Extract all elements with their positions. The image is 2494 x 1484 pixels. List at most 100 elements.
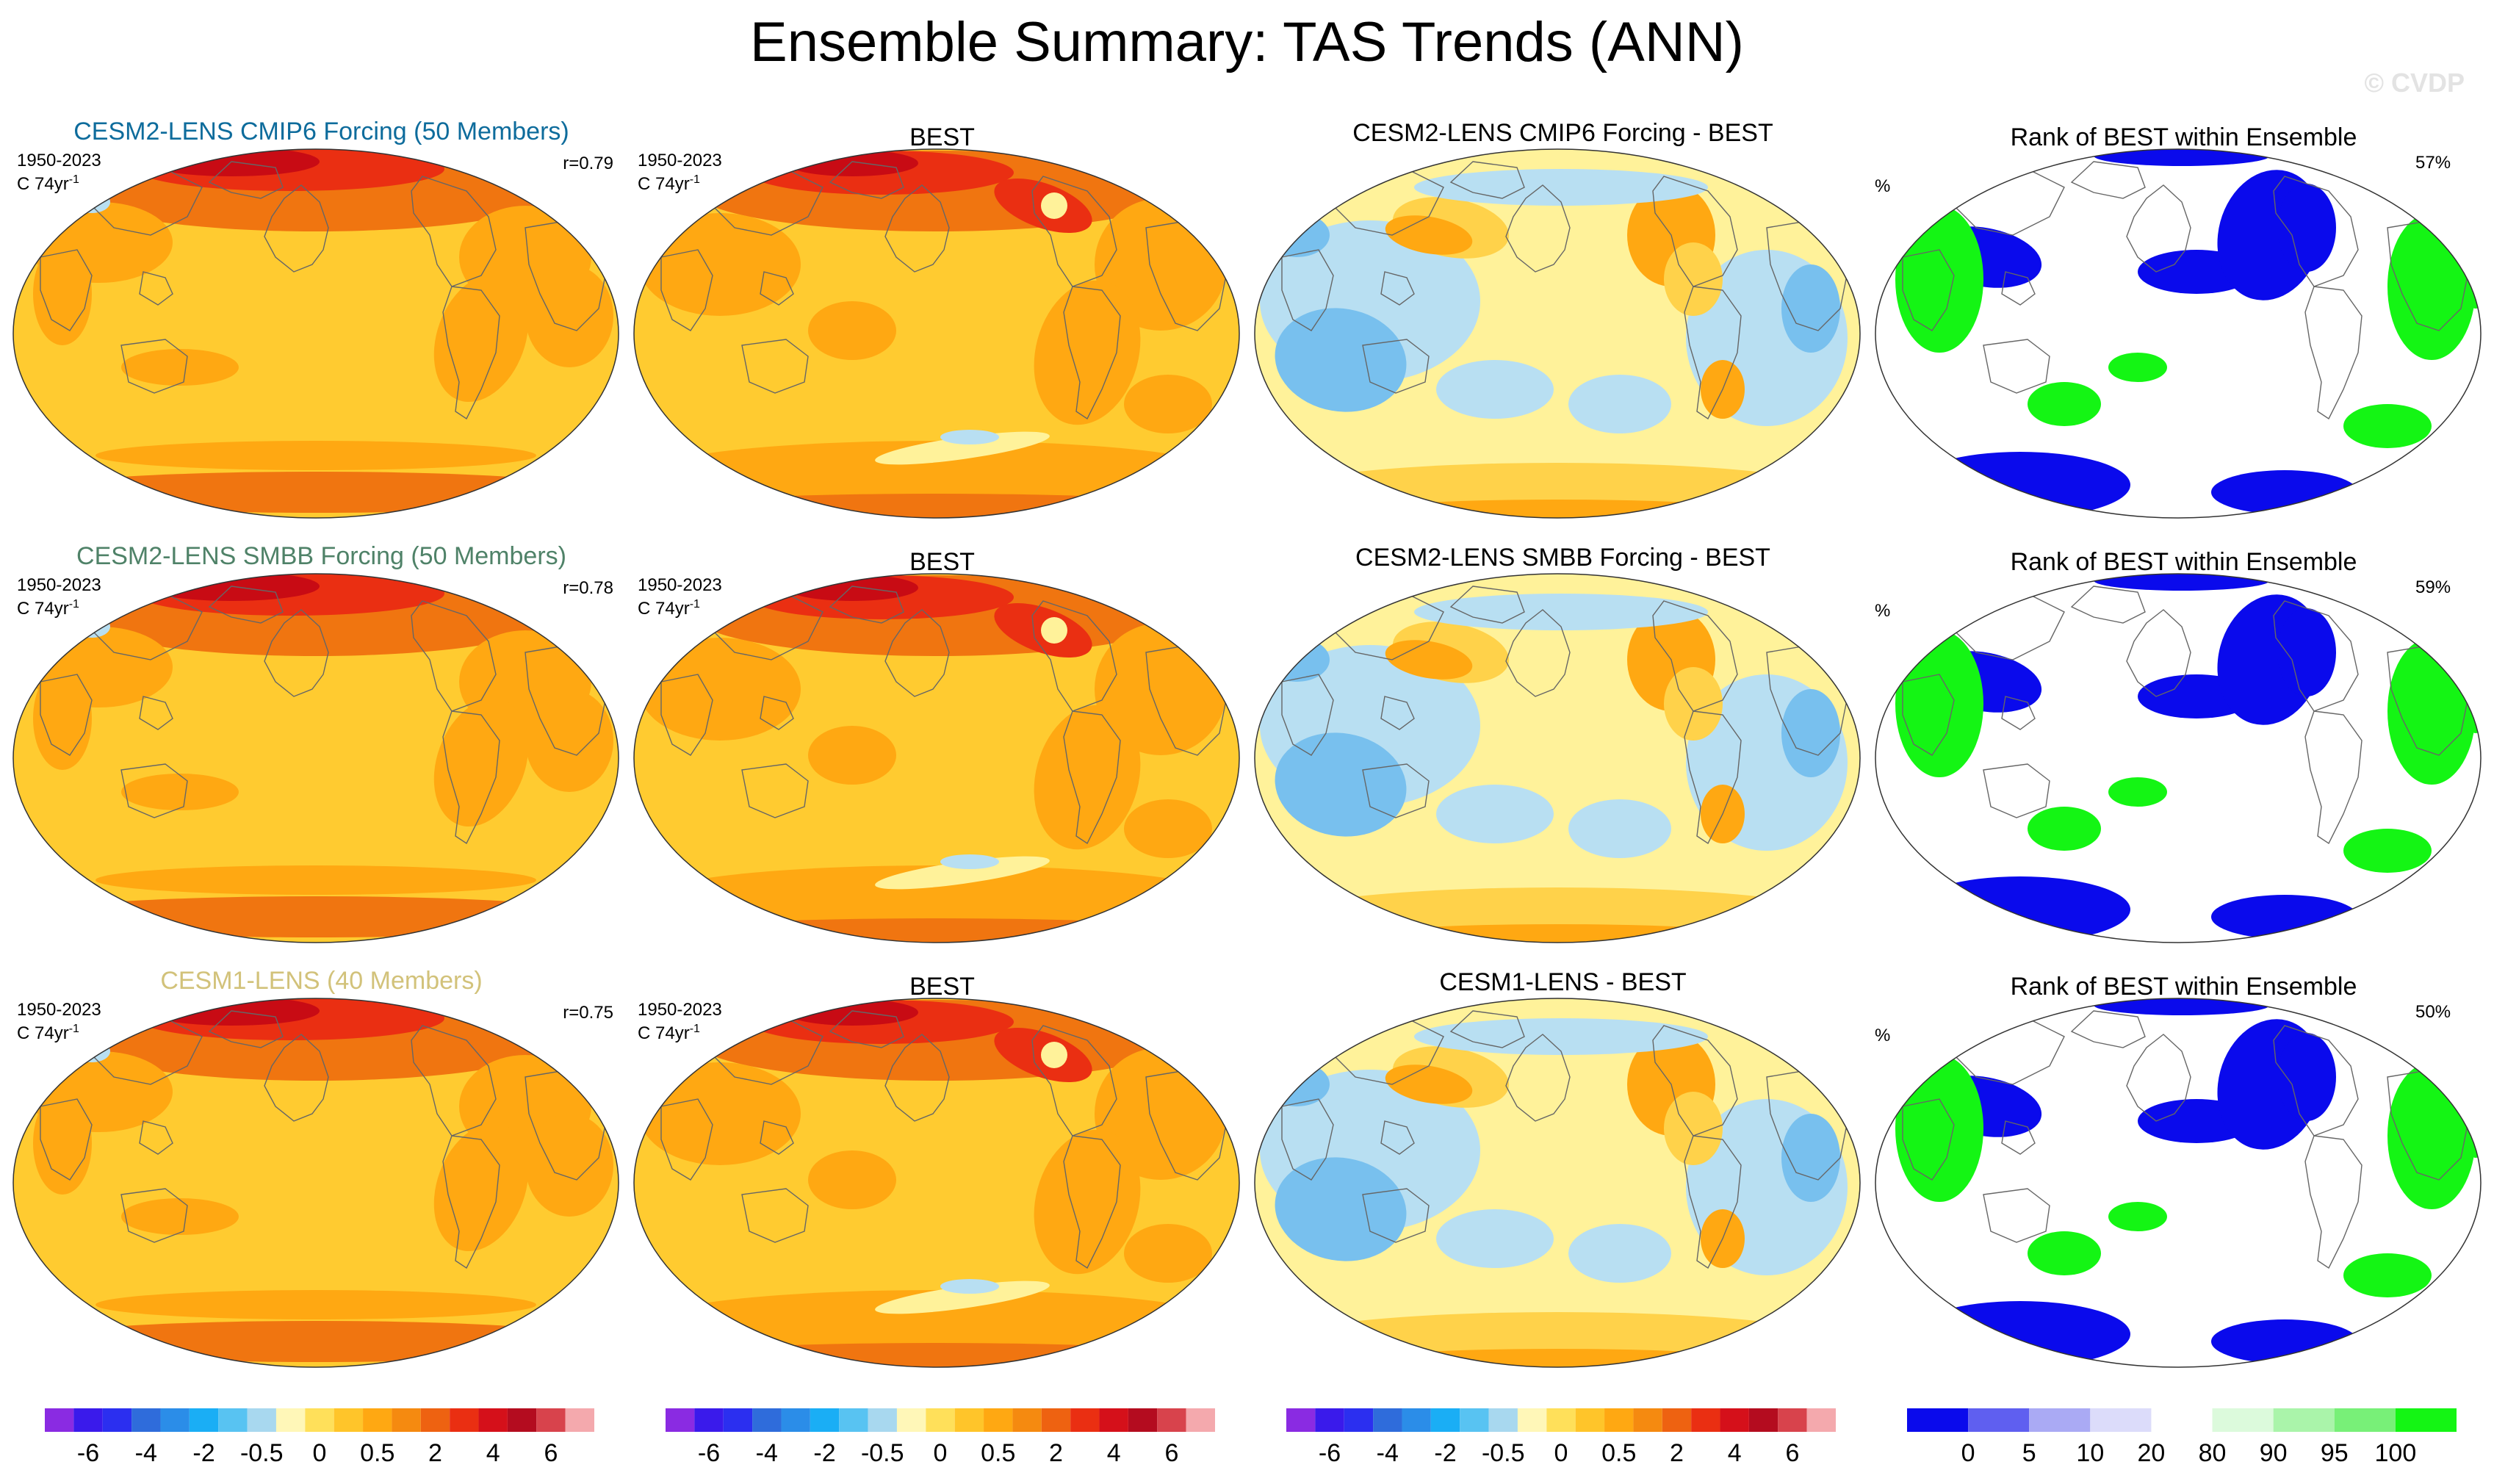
colorbar-bin (1633, 1408, 1662, 1432)
colorbar-bin (536, 1408, 566, 1432)
diff-field-patch (1385, 215, 1473, 255)
colorbar-bin (1575, 1408, 1605, 1432)
coastline (208, 161, 284, 199)
colorbar-bin (1128, 1408, 1158, 1432)
rank-field-patch (1895, 206, 1983, 353)
diff-panel-title: CESM2-LENS CMIP6 Forcing - BEST (1352, 119, 1773, 147)
obs-field-patch (875, 431, 1050, 465)
obs-map (633, 998, 1240, 1368)
obs-panel-title: BEST (909, 123, 975, 151)
coastline (660, 1098, 713, 1181)
rank-percent-value: 57% (2415, 153, 2451, 173)
diff-panel-title: CESM2-LENS SMBB Forcing - BEST (1355, 544, 1770, 572)
rank-units-label: % (1875, 1026, 1891, 1045)
model-field-patch (121, 1198, 239, 1235)
rank-panel-title: Rank of BEST within Ensemble (2010, 548, 2357, 576)
colorbar-tick-label: -0.5 (240, 1439, 284, 1467)
colorbar-tick-label: -2 (813, 1439, 835, 1467)
map-outline (1875, 998, 2482, 1368)
units-text: C 74yr (638, 174, 690, 194)
coastline (40, 674, 93, 756)
rank-field-patch (2343, 404, 2432, 448)
period-label: 1950-2023 (17, 575, 101, 595)
rank-field-patch (1895, 630, 1983, 777)
coastline (1684, 710, 1742, 845)
colorbar-bin (2090, 1408, 2152, 1432)
colorbar-bin (450, 1408, 479, 1432)
coastline (2001, 1120, 2036, 1155)
rank-field-patch (2028, 807, 2101, 851)
rank-units-label: % (1875, 176, 1891, 196)
colorbar-bin (1907, 1408, 1969, 1432)
obs-field-patch (940, 1279, 999, 1294)
coastline (884, 184, 950, 273)
units-label: C 74yr-1 (638, 169, 700, 195)
rank-field-patch (1910, 876, 2130, 943)
coastline (1362, 763, 1430, 818)
units-exponent: -1 (689, 598, 700, 610)
coastline (884, 1034, 950, 1122)
colorbar-bin (926, 1408, 955, 1432)
colorbar-tick-label: 2 (1670, 1439, 1684, 1467)
coastline (1063, 1135, 1121, 1269)
map-outline (1254, 998, 1861, 1368)
colorbar-tick-label: 0.5 (1601, 1439, 1636, 1467)
period-label: 1950-2023 (638, 151, 722, 170)
rank-field-patch (2277, 184, 2336, 272)
diff-field-patch (1436, 785, 1554, 843)
model-field-patch (95, 865, 536, 895)
model-map (12, 573, 619, 943)
colorbar-bin (189, 1408, 219, 1432)
colorbar-tick-label: 4 (1728, 1439, 1742, 1467)
units-text: C 74yr (638, 1023, 690, 1043)
colorbar-tick-label: -0.5 (1482, 1439, 1525, 1467)
obs-field-patch (1124, 799, 1212, 858)
coastline (1505, 609, 1571, 697)
colorbar-tick-label: 4 (486, 1439, 500, 1467)
colorbar-bin (1012, 1408, 1042, 1432)
diff-field-patch (1436, 360, 1554, 419)
colorbar-bin (723, 1408, 753, 1432)
colorbar-bin (868, 1408, 897, 1432)
model-panel-title: CESM2-LENS CMIP6 Forcing (50 Members) (73, 118, 569, 145)
model-field-patch (22, 472, 610, 513)
coastline (264, 1034, 329, 1122)
model-panel-title: CESM1-LENS (40 Members) (160, 967, 483, 995)
diff-field-patch (1337, 1349, 1778, 1367)
diff-field-patch (1568, 799, 1671, 858)
colorbar-bin (247, 1408, 276, 1432)
diff-field-patch (1275, 1157, 1407, 1261)
colorbar-tick-label: 6 (544, 1439, 558, 1467)
colorbar-tick-label: -4 (1377, 1439, 1399, 1467)
rank-field-patch (2108, 777, 2167, 807)
colorbar-tick-label: -6 (77, 1439, 99, 1467)
colorbar-bin (1720, 1408, 1749, 1432)
coastline (120, 1188, 188, 1243)
colorbar-bin (752, 1408, 782, 1432)
coastline (1380, 696, 1415, 730)
coastline (884, 609, 950, 697)
model-field-patch (95, 1290, 536, 1319)
rank-field-patch (1910, 452, 2130, 518)
model-field-patch (433, 698, 529, 827)
units-exponent: -1 (689, 173, 700, 186)
units-label: C 74yr-1 (17, 594, 79, 620)
trend-colorbar: -6 -4 -2 -0.5 0 0.5 2 4 6 (45, 1408, 594, 1467)
cvdp-credit: © CVDP (2364, 68, 2465, 98)
units-text: C 74yr (17, 1023, 69, 1043)
obs-field-patch (1041, 192, 1067, 219)
coastline (1684, 286, 1742, 420)
units-text: C 74yr (638, 599, 690, 619)
units-text: C 74yr (17, 174, 69, 194)
rank-field-patch (1910, 1301, 2130, 1367)
colorbar-bin (1041, 1408, 1071, 1432)
diff-field-patch (1568, 1224, 1671, 1283)
diff-field-patch (1781, 264, 1840, 353)
colorbar-bin (160, 1408, 190, 1432)
rank-field-patch (2028, 382, 2101, 426)
correlation-label: r=0.79 (563, 154, 613, 173)
colorbar-bin (131, 1408, 161, 1432)
colorbar-bin (1402, 1408, 1431, 1432)
colorbar-bin (565, 1408, 594, 1432)
rank-field-patch (2211, 1319, 2358, 1364)
